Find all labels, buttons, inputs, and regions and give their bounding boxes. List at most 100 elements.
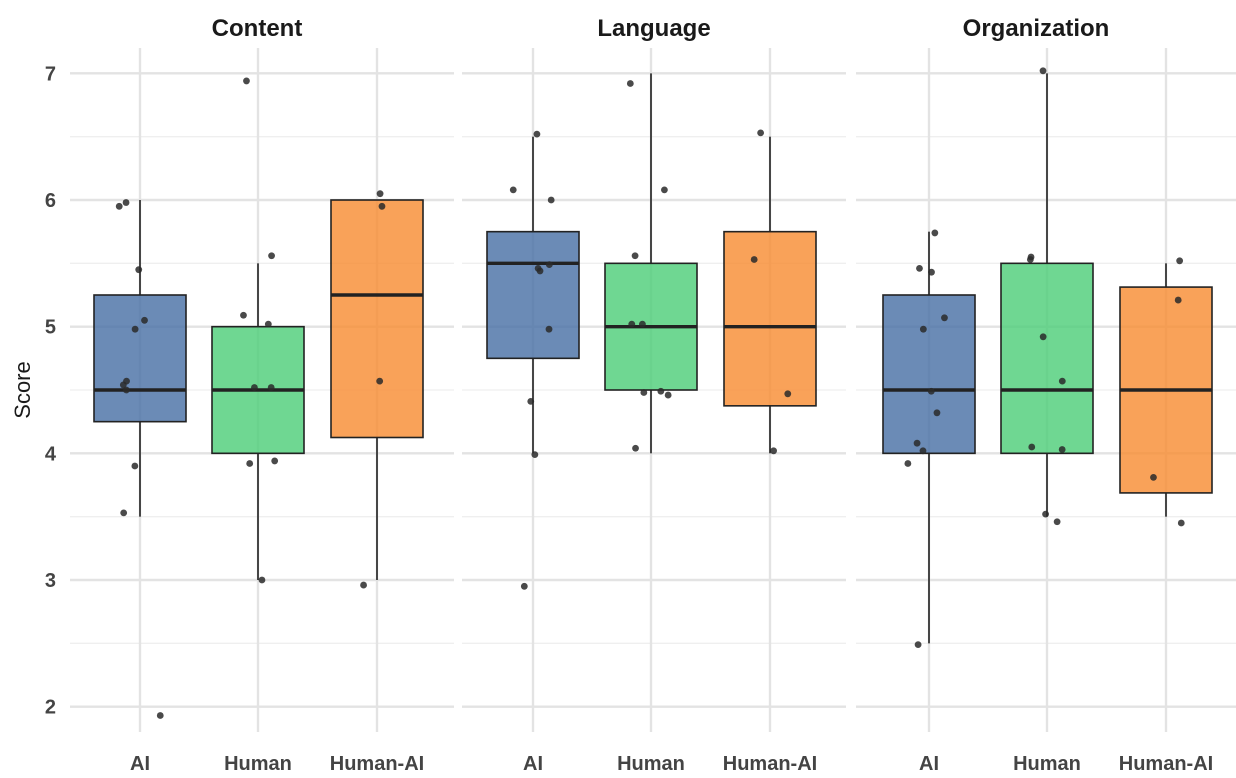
data-point bbox=[131, 325, 139, 333]
data-point bbox=[640, 389, 648, 396]
y-axis: Score 2 3 4 5 6 7 bbox=[10, 63, 57, 718]
y-tick-label: 4 bbox=[45, 443, 57, 465]
data-point bbox=[919, 325, 927, 333]
box-group-human bbox=[211, 77, 305, 584]
data-point bbox=[913, 439, 921, 447]
data-point bbox=[770, 447, 778, 455]
y-tick-label: 3 bbox=[45, 570, 56, 592]
box-group-human-ai bbox=[1119, 257, 1213, 527]
data-point bbox=[545, 261, 553, 268]
y-tick-label: 7 bbox=[45, 63, 56, 85]
data-point bbox=[122, 199, 130, 206]
data-point bbox=[376, 377, 384, 385]
data-point bbox=[243, 77, 250, 85]
data-point bbox=[750, 256, 758, 263]
data-point bbox=[271, 457, 279, 465]
data-point bbox=[531, 451, 539, 458]
data-point bbox=[784, 390, 792, 398]
data-point bbox=[1039, 333, 1047, 341]
data-point bbox=[1039, 67, 1047, 75]
data-point bbox=[1176, 257, 1184, 265]
data-point bbox=[547, 196, 555, 204]
data-point bbox=[1177, 519, 1185, 527]
y-tick-label: 5 bbox=[45, 317, 56, 339]
box bbox=[882, 294, 976, 455]
panel-language: Language AI Human Human-AI bbox=[462, 15, 846, 775]
box-group-human bbox=[604, 73, 698, 454]
data-point bbox=[360, 581, 367, 589]
data-point bbox=[131, 462, 139, 470]
data-point bbox=[120, 509, 128, 517]
data-point bbox=[156, 712, 164, 719]
data-point bbox=[509, 186, 517, 194]
panel-organization: Organization AI Human Human-AI bbox=[856, 15, 1236, 775]
x-tick-label: Human bbox=[224, 753, 292, 775]
x-tick-label: AI bbox=[919, 753, 939, 775]
data-point bbox=[1026, 256, 1034, 263]
panels: Content AI Human Human-AI Language AI Human Hum… bbox=[70, 15, 1236, 775]
data-point bbox=[916, 265, 923, 272]
data-point bbox=[664, 391, 672, 399]
x-tick-label: Human-AI bbox=[330, 753, 424, 775]
data-point bbox=[626, 80, 634, 87]
data-point bbox=[632, 444, 639, 452]
y-tick-label: 2 bbox=[45, 697, 56, 719]
data-point bbox=[267, 384, 275, 391]
box-group-ai bbox=[882, 229, 976, 648]
box-group-ai bbox=[486, 130, 580, 590]
data-point bbox=[520, 582, 528, 590]
data-point bbox=[264, 320, 272, 328]
data-point bbox=[661, 186, 668, 194]
data-point bbox=[914, 641, 922, 648]
box bbox=[93, 294, 187, 423]
data-point bbox=[119, 381, 127, 389]
data-point bbox=[628, 320, 636, 328]
panel-title: Language bbox=[597, 15, 710, 42]
data-point bbox=[141, 316, 148, 324]
data-point bbox=[639, 320, 646, 328]
data-point bbox=[533, 130, 541, 138]
box bbox=[330, 199, 424, 439]
data-point bbox=[904, 460, 912, 467]
panel-title: Organization bbox=[963, 15, 1110, 42]
x-tick-label: Human-AI bbox=[723, 753, 817, 775]
data-point bbox=[378, 202, 386, 210]
box-group-human-ai bbox=[723, 129, 817, 455]
y-tick-label: 6 bbox=[45, 190, 56, 212]
data-point bbox=[1053, 518, 1061, 526]
data-point bbox=[1028, 443, 1036, 451]
panel-content: Content AI Human Human-AI bbox=[70, 15, 454, 775]
data-point bbox=[258, 576, 266, 584]
data-point bbox=[135, 266, 143, 274]
data-point bbox=[545, 325, 553, 333]
y-axis-title: Score bbox=[10, 361, 35, 418]
data-point bbox=[1174, 296, 1182, 304]
data-point bbox=[240, 311, 247, 319]
data-point bbox=[657, 387, 665, 395]
data-point bbox=[919, 447, 927, 455]
data-point bbox=[536, 267, 544, 275]
box-group-human-ai bbox=[330, 190, 424, 589]
box bbox=[723, 230, 817, 407]
data-point bbox=[1058, 377, 1066, 385]
panel-title: Content bbox=[212, 15, 303, 42]
data-point bbox=[251, 384, 258, 391]
data-point bbox=[927, 387, 935, 395]
data-point bbox=[941, 314, 948, 322]
data-point bbox=[527, 398, 535, 405]
box-group-human bbox=[1000, 67, 1094, 526]
x-tick-label: Human bbox=[1013, 753, 1081, 775]
data-point bbox=[376, 190, 384, 198]
data-point bbox=[246, 460, 254, 467]
box bbox=[1000, 262, 1094, 455]
data-point bbox=[928, 268, 935, 276]
box-group-ai bbox=[93, 199, 187, 719]
data-point bbox=[757, 129, 765, 137]
data-point bbox=[931, 229, 939, 237]
x-tick-label: Human-AI bbox=[1119, 753, 1213, 775]
data-point bbox=[1042, 510, 1049, 518]
x-tick-label: Human bbox=[617, 753, 685, 775]
data-point bbox=[933, 409, 941, 417]
data-point bbox=[631, 252, 639, 260]
